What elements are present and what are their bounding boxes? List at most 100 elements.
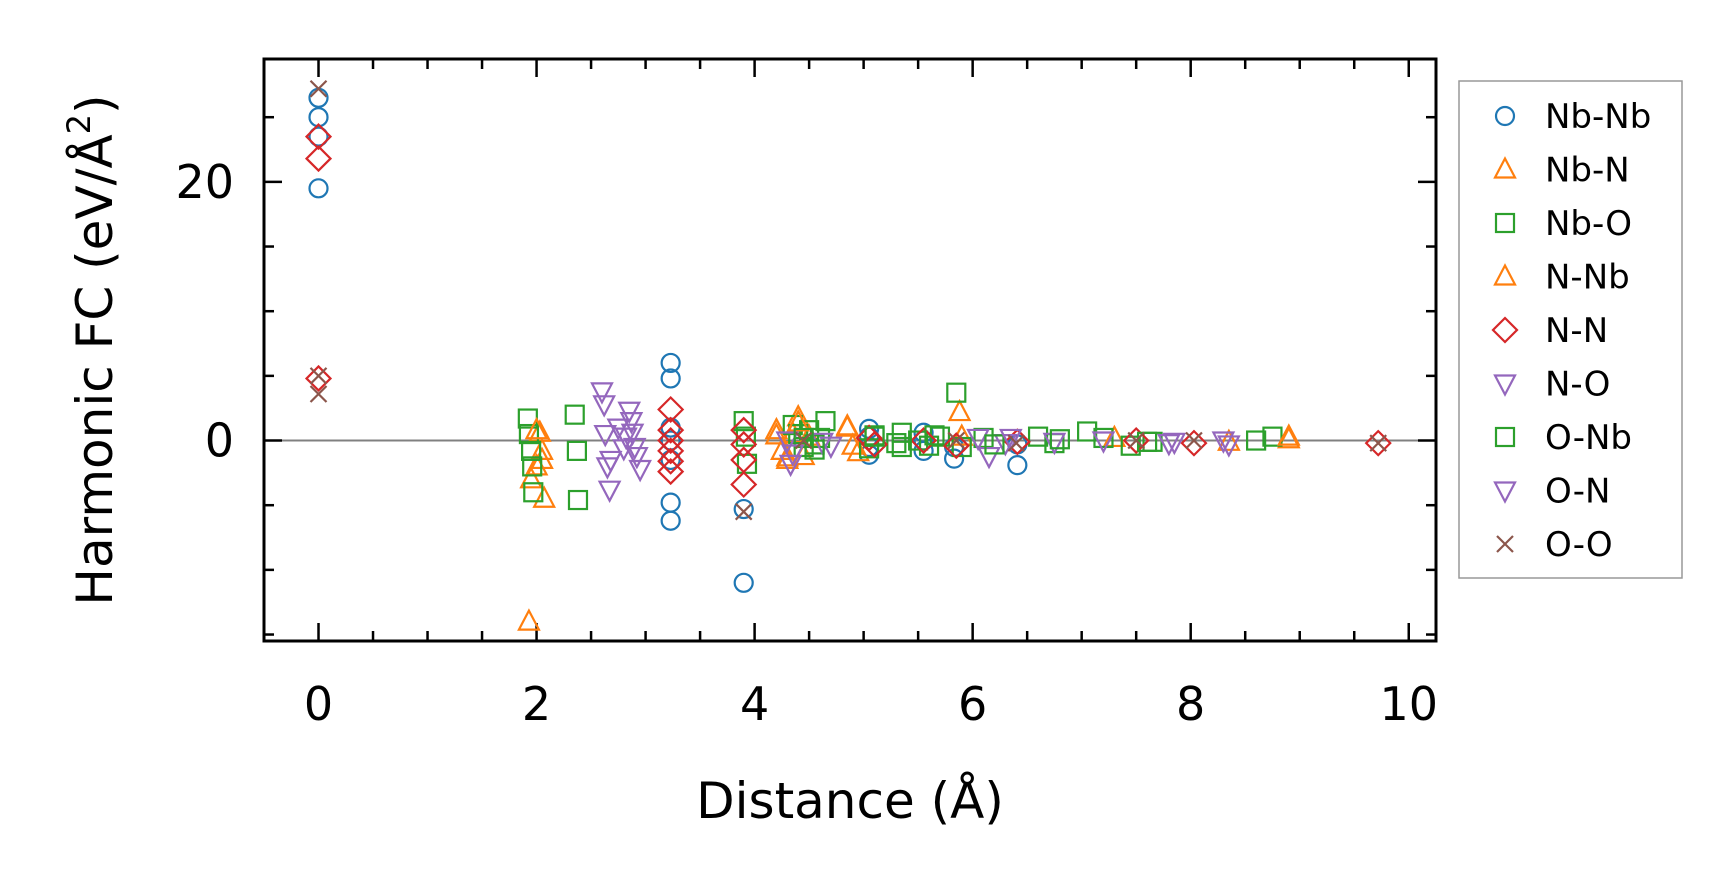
data-point-nb-o <box>886 433 907 454</box>
data-point-n-n <box>304 364 333 393</box>
data-point-n-o <box>993 434 1018 457</box>
data-point-n-o <box>819 436 843 460</box>
y-axis-title: Harmonic FC (eV/Å2) <box>60 94 124 605</box>
legend-entry-nb-nb: Nb-Nb <box>1494 97 1651 137</box>
data-point-o-nb <box>1049 429 1070 450</box>
data-point-n-nb <box>764 421 789 445</box>
data-point-n-n <box>657 437 685 465</box>
legend-entry-nb-n: Nb-N <box>1493 151 1630 191</box>
legend-label: Nb-N <box>1545 151 1630 191</box>
data-point-n-n <box>657 458 685 486</box>
data-point-nb-o <box>1120 435 1141 456</box>
legend-label: N-N <box>1545 311 1608 351</box>
x-tick-label: 8 <box>1176 677 1205 731</box>
data-point-o-o <box>1007 434 1026 452</box>
data-point-nb-n <box>532 485 557 508</box>
legend-marker-n-o <box>1493 374 1517 397</box>
data-point-n-n <box>657 426 685 455</box>
data-point-n-o <box>1157 434 1181 457</box>
x-tick-label: 4 <box>740 677 769 731</box>
data-point-o-nb <box>891 436 912 458</box>
data-point-nb-nb <box>660 368 681 389</box>
series-o-o <box>309 79 1387 521</box>
x-tick-label: 0 <box>304 677 333 731</box>
data-point-o-n <box>998 428 1023 452</box>
data-point-nb-o <box>736 453 758 474</box>
data-point-n-o <box>778 454 803 478</box>
legend-label: O-N <box>1545 472 1610 512</box>
data-point-nb-o <box>733 411 754 432</box>
data-point-nb-n <box>519 465 543 489</box>
data-point-n-nb <box>835 412 860 436</box>
data-point-n-nb <box>524 416 549 440</box>
data-point-n-n <box>657 447 685 475</box>
legend-frame <box>1458 80 1683 579</box>
series-n-n <box>304 123 1392 499</box>
data-point-nb-n <box>528 419 552 442</box>
data-point-nb-n <box>1217 428 1241 451</box>
data-point-nb-nb <box>733 498 754 520</box>
data-point-o-n <box>780 444 805 467</box>
data-point-nb-n <box>517 608 541 631</box>
data-point-o-n <box>1211 431 1236 454</box>
data-point-o-nb <box>793 427 814 449</box>
data-point-nb-o <box>815 411 836 432</box>
data-point-o-o <box>947 431 966 450</box>
legend-entry-o-n: O-N <box>1493 472 1610 512</box>
data-point-n-o <box>1091 431 1116 454</box>
legend-label: N-O <box>1545 365 1610 405</box>
data-point-n-n <box>730 430 758 458</box>
y-axis-title-close: ) <box>66 94 124 114</box>
data-point-nb-o <box>522 456 543 477</box>
data-point-nb-n <box>947 398 972 422</box>
data-point-n-o <box>628 459 652 483</box>
legend-label: O-O <box>1545 525 1613 565</box>
data-point-nb-n <box>1276 425 1301 449</box>
legend-entry-n-o: N-O <box>1493 365 1610 405</box>
data-point-nb-o <box>788 423 809 445</box>
plot-frame <box>262 57 1438 643</box>
data-point-n-o <box>597 480 622 504</box>
data-point-nb-o <box>908 430 929 451</box>
data-point-nb-nb <box>660 449 681 471</box>
data-point-o-nb <box>804 439 825 460</box>
data-point-n-n <box>1364 429 1392 457</box>
legend-marker-nb-nb <box>1494 105 1516 127</box>
legend-marker-o-nb <box>1494 426 1516 448</box>
data-point-n-o <box>810 432 835 456</box>
data-point-nb-nb <box>944 448 965 469</box>
data-point-nb-nb <box>733 572 754 593</box>
data-point-n-n <box>730 416 758 444</box>
data-point-nb-o <box>1262 426 1283 447</box>
data-point-n-o <box>598 450 623 474</box>
x-tick-label: 6 <box>958 677 987 731</box>
data-point-o-o <box>1369 434 1387 452</box>
data-point-nb-nb <box>1007 455 1028 476</box>
data-point-nb-o <box>518 423 540 445</box>
data-point-o-n <box>1162 432 1187 456</box>
data-point-n-n <box>657 395 685 424</box>
legend-label: N-Nb <box>1545 258 1630 298</box>
legend-marker-n-nb <box>1493 263 1517 286</box>
data-point-nb-o <box>521 440 542 461</box>
data-point-n-o <box>977 446 1001 470</box>
data-point-nb-o <box>1246 430 1267 451</box>
x-tick-label: 2 <box>522 677 551 731</box>
data-point-n-o <box>590 382 614 405</box>
data-point-nb-n <box>764 416 789 440</box>
x-axis-title: Distance (Å) <box>696 772 1004 830</box>
data-point-o-o <box>309 79 328 98</box>
data-point-nb-o <box>1093 427 1114 449</box>
legend-marker-o-o <box>1496 535 1514 553</box>
legend-label: Nb-O <box>1545 204 1632 244</box>
data-point-o-o <box>1127 431 1145 450</box>
data-point-o-n <box>614 427 638 451</box>
legend-entry-o-o: O-O <box>1496 525 1613 565</box>
data-point-o-o <box>734 502 753 521</box>
data-point-nb-n <box>1102 424 1127 448</box>
data-point-nb-n <box>846 438 870 462</box>
legend-entry-nb-o: Nb-O <box>1494 204 1632 244</box>
data-point-n-o <box>775 431 800 454</box>
data-point-n-o <box>1042 432 1067 456</box>
